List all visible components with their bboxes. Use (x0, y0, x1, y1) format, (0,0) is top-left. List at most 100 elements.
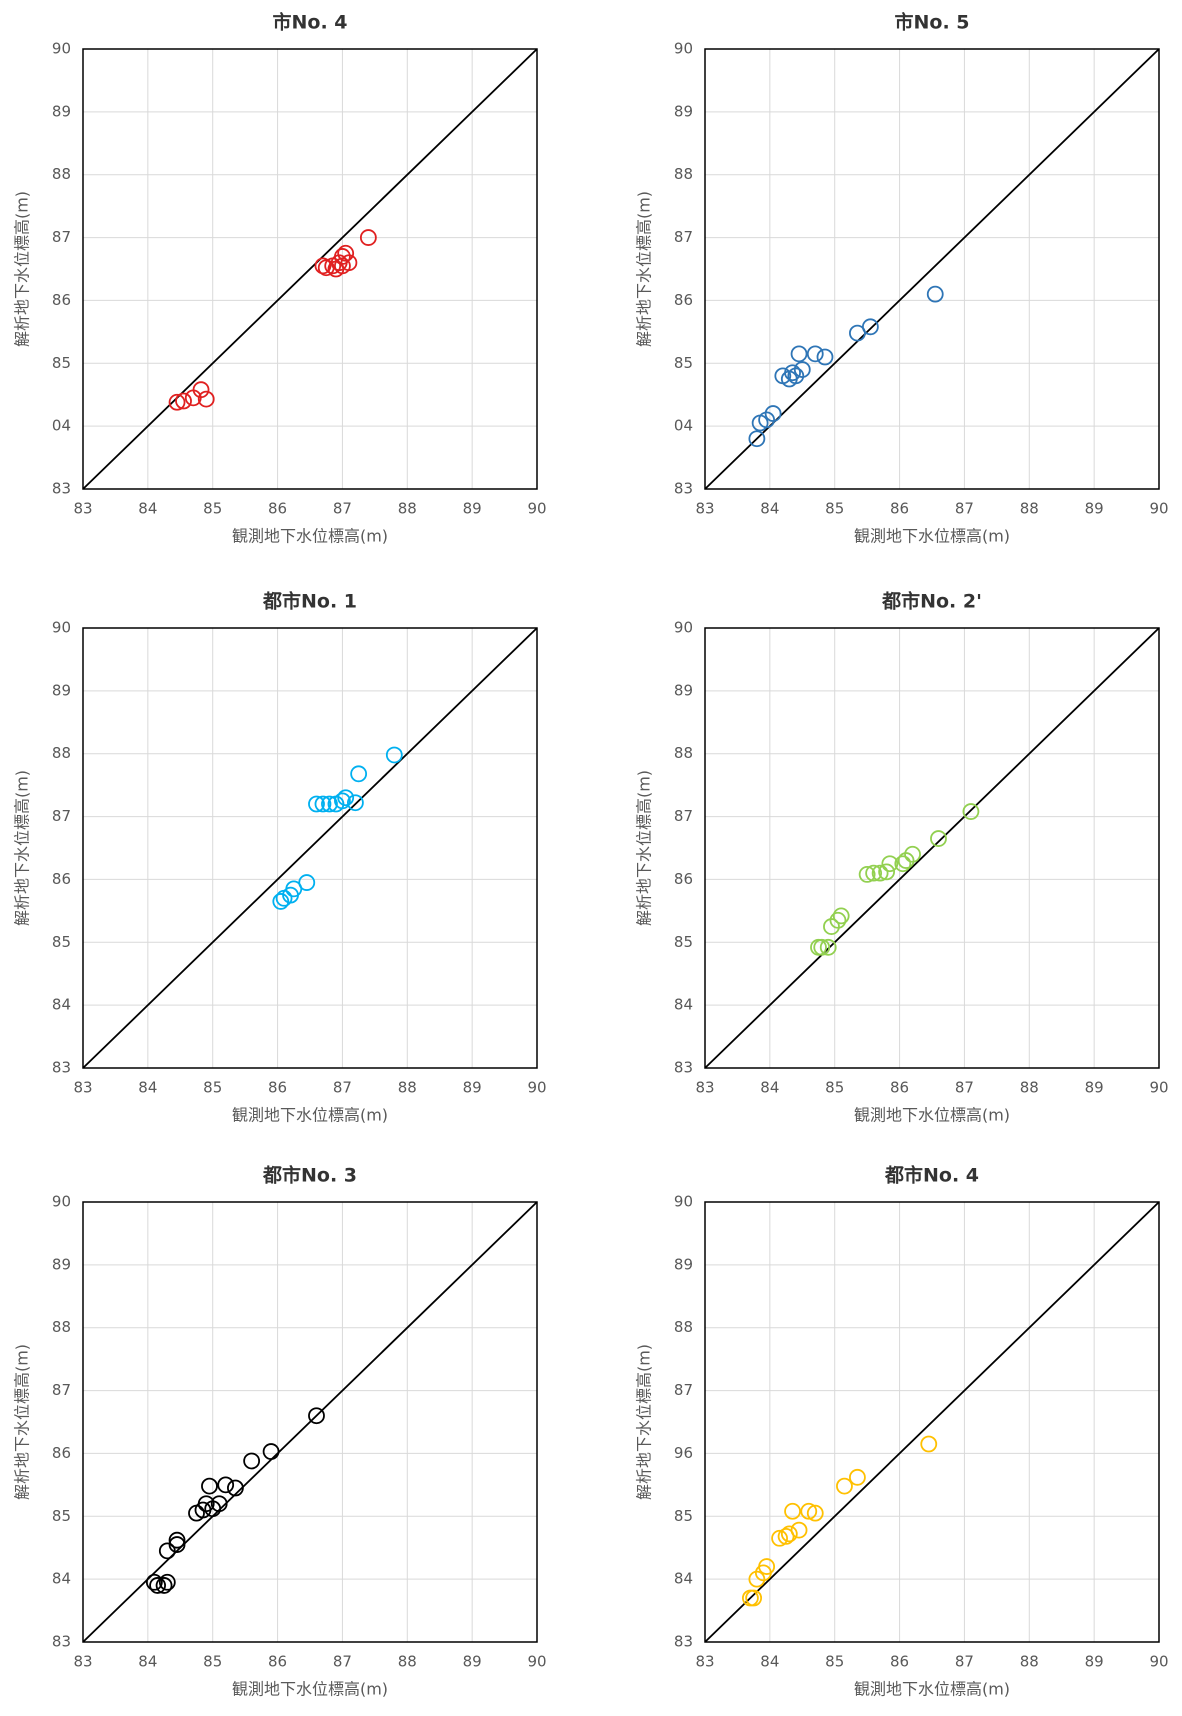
y-axis-label: 解析地下水位標高(m) (13, 770, 32, 926)
x-tick-label: 83 (695, 500, 714, 518)
x-tick-label: 85 (825, 500, 844, 518)
plot-frame (82, 48, 538, 490)
data-point (758, 411, 776, 429)
y-tick-label: 86 (52, 1444, 71, 1462)
y-tick-label: 88 (674, 165, 693, 183)
y-tick-label: 89 (674, 681, 693, 699)
data-point (298, 874, 316, 891)
diagonal (82, 1201, 538, 1643)
y-tick-label: 86 (52, 291, 71, 309)
data-point (819, 938, 837, 956)
x-axis-label: 観測地下水位標高(m) (232, 1680, 388, 1699)
diagonal (82, 48, 538, 490)
y-tick-label: 85 (52, 1507, 71, 1525)
data-point (346, 794, 364, 812)
y-axis-label: 解析地下水位標高(m) (635, 1344, 654, 1500)
y-tick-label: 89 (52, 102, 71, 120)
x-tick-label: 85 (203, 500, 222, 518)
data-point (894, 855, 912, 873)
data-point (858, 866, 876, 883)
data-point (243, 1452, 261, 1470)
x-tick-label: 84 (138, 1653, 157, 1671)
y-tick-label: 90 (674, 1193, 693, 1211)
data-point (210, 1495, 228, 1513)
x-tick-label: 89 (1085, 500, 1104, 518)
y-tick-label: 84 (674, 996, 693, 1014)
data-point (758, 1558, 776, 1575)
y-tick-label: 89 (674, 1255, 693, 1273)
data-point (314, 257, 332, 275)
x-tick-label: 86 (890, 1079, 909, 1097)
diagonal (704, 627, 1160, 1069)
data-point (800, 1502, 818, 1520)
x-tick-label: 89 (463, 1079, 482, 1097)
y-tick-label: 88 (52, 165, 71, 183)
x-tick-label: 83 (695, 1653, 714, 1671)
x-tick-label: 88 (398, 500, 417, 518)
x-tick-label: 87 (333, 1079, 352, 1097)
y-tick-label: 85 (52, 933, 71, 951)
x-tick-label: 89 (1085, 1079, 1104, 1097)
diagonal (82, 627, 538, 1069)
x-tick-label: 88 (1020, 1653, 1039, 1671)
y-tick-label: 89 (674, 102, 693, 120)
y-tick-label: 88 (52, 1318, 71, 1336)
x-tick-label: 85 (203, 1653, 222, 1671)
data-point (836, 1477, 853, 1495)
y-tick-label: 85 (674, 1507, 693, 1525)
x-tick-label: 83 (695, 1079, 714, 1097)
x-tick-label: 84 (760, 500, 779, 518)
y-tick-label: 84 (52, 1570, 71, 1588)
y-tick-label: 86 (52, 870, 71, 888)
x-tick-label: 85 (825, 1079, 844, 1097)
x-tick-label: 87 (955, 1653, 974, 1671)
chart-title: 都市No. 3 (262, 1164, 357, 1187)
x-tick-label: 83 (73, 1653, 92, 1671)
x-tick-label: 89 (1085, 1653, 1104, 1671)
y-tick-label: 04 (52, 417, 71, 435)
y-axis-label: 解析地下水位標高(m) (635, 191, 654, 347)
x-tick-label: 87 (333, 500, 352, 518)
y-tick-label: 89 (52, 681, 71, 699)
data-point (337, 789, 355, 807)
diagonal (704, 1201, 1160, 1643)
x-tick-label: 84 (138, 500, 157, 518)
x-tick-label: 87 (955, 500, 974, 518)
x-axis-label: 観測地下水位標高(m) (854, 1106, 1010, 1125)
y-tick-label: 83 (674, 1633, 693, 1651)
data-point (878, 863, 895, 881)
x-tick-label: 84 (760, 1079, 779, 1097)
data-point (168, 1536, 186, 1553)
y-tick-label: 90 (52, 1193, 71, 1211)
data-point (771, 1529, 788, 1547)
data-point (926, 285, 944, 303)
data-point (321, 795, 338, 813)
data-point (920, 1435, 938, 1453)
y-tick-label: 87 (674, 228, 693, 246)
data-point (897, 852, 915, 869)
data-point (780, 1525, 798, 1543)
data-point (168, 1531, 186, 1549)
data-point (806, 345, 824, 363)
data-point (881, 855, 899, 873)
x-axis-label: 観測地下水位標高(m) (854, 527, 1010, 546)
data-point (813, 938, 831, 956)
x-tick-label: 86 (268, 500, 287, 518)
data-point (308, 1407, 325, 1425)
x-axis-label: 観測地下水位標高(m) (232, 1106, 388, 1125)
data-point (790, 1521, 808, 1539)
data-point (334, 248, 351, 265)
y-tick-label: 88 (52, 744, 71, 762)
data-point (149, 1577, 166, 1594)
y-tick-label: 89 (52, 1255, 71, 1273)
data-point (904, 845, 921, 863)
x-axis-label: 観測地下水位標高(m) (232, 527, 388, 546)
data-point (168, 393, 186, 411)
y-tick-label: 86 (674, 870, 693, 888)
x-tick-label: 89 (463, 500, 482, 518)
x-tick-label: 85 (203, 1079, 222, 1097)
y-axis-label: 解析地下水位標高(m) (13, 191, 32, 347)
data-point (217, 1476, 235, 1494)
plot-frame (704, 1201, 1160, 1643)
